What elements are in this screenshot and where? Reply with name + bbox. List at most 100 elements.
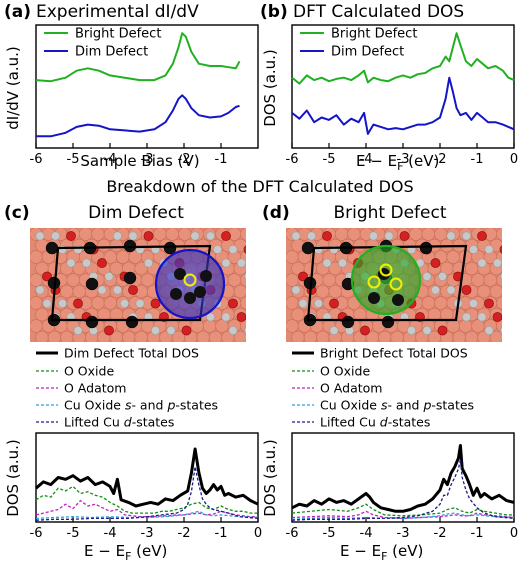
adatom [301, 241, 315, 255]
adatom [341, 315, 355, 329]
panel-a-letter: (a) [4, 2, 31, 22]
grey-atom [477, 258, 487, 268]
plot-d-series-line [291, 503, 514, 517]
cu-atom [246, 285, 259, 298]
o-atom [298, 271, 308, 282]
cu-atom [286, 273, 299, 287]
legend-d: Bright Defect Total DOS O Oxide O Adatom Cu… [292, 346, 474, 430]
cu-atom [246, 308, 259, 321]
grey-atom [306, 231, 316, 241]
cu-atom [496, 296, 502, 310]
grey-atom [166, 325, 176, 335]
cu-atom [477, 284, 491, 299]
grey-atom [384, 231, 394, 241]
cu-atom [246, 239, 259, 252]
grey-atom [66, 258, 76, 268]
o-atom [228, 298, 238, 309]
bright-defect-structure-image [286, 228, 515, 342]
cu-atom [30, 250, 43, 264]
o-atom [150, 298, 161, 309]
grey-atom [313, 245, 323, 255]
cu-atom [190, 319, 204, 333]
dim-defect-highlight [154, 248, 226, 320]
legend-label: Dim Defect Total DOS [64, 346, 199, 361]
plot-c-xtick-label: -3 [141, 526, 154, 541]
adatom [125, 315, 139, 329]
plot-d-xtick-label: 0 [510, 526, 518, 541]
cu-atom [240, 273, 246, 287]
grey-atom [97, 285, 107, 295]
legend-label: O Oxide [64, 364, 114, 379]
plot-b-xlabel: E − EF (eV) [356, 152, 439, 173]
o-atom [492, 312, 502, 322]
grey-atom [313, 298, 323, 308]
adatom [419, 241, 433, 255]
grey-atom [484, 245, 494, 255]
plot-b-series-line [291, 76, 515, 135]
cu-atom [471, 319, 485, 333]
plot-c-series-line [35, 485, 258, 514]
grey-atom [461, 312, 471, 322]
cu-atom [103, 296, 118, 310]
plot-c-xtick-label: -2 [178, 526, 191, 541]
unit-cell [306, 244, 468, 322]
adatom [174, 268, 186, 280]
panel-b-title: DFT Calculated DOS [293, 2, 464, 22]
legend-label: Bright Defect Total DOS [320, 346, 468, 361]
o-atom [243, 245, 246, 254]
legend-label: Cu Oxide s- and p-states [320, 398, 474, 413]
grey-atom [422, 325, 432, 335]
cu-atom [458, 319, 473, 333]
o-atom [499, 245, 502, 254]
o-atom [128, 285, 138, 295]
plot-a-series-line [36, 94, 240, 138]
o-adatom-marker [183, 273, 197, 287]
cu-atom [316, 330, 330, 342]
grey-atom [221, 258, 231, 268]
o-atom [236, 312, 246, 322]
legend-label: Bright Defect [75, 27, 161, 42]
plot-d: -6 -5 -4 -3 -2 -1 0 [286, 432, 518, 541]
section-title: Breakdown of the DFT Calculated DOS [106, 177, 413, 196]
cu-atom [421, 228, 436, 241]
o-atom [42, 271, 52, 282]
plot-d-xlabel: E − EF (eV) [340, 542, 423, 563]
adatom [184, 292, 196, 304]
panel-a-title: Experimental dI/dV [36, 2, 199, 22]
o-atom [399, 231, 410, 241]
plot-b-xtick-label: -3 [397, 152, 410, 167]
cu-atom [109, 261, 124, 276]
grey-atom [244, 326, 246, 335]
cu-atom [378, 330, 392, 342]
grey-atom [322, 258, 332, 268]
grey-atom [437, 271, 447, 281]
o-atom [97, 258, 107, 268]
o-adatom-marker [367, 275, 381, 289]
cu-atom [78, 228, 93, 241]
cu-atom [116, 250, 130, 264]
grey-atom [237, 258, 246, 268]
cu-atom [291, 307, 305, 322]
cu-atom [35, 307, 49, 322]
legend-label: Cu Oxide s- and p-states [64, 398, 218, 413]
cu-atom [390, 330, 404, 342]
cu-atom [246, 262, 259, 275]
adatom [368, 292, 380, 304]
cu-atom [502, 239, 515, 252]
grey-atom [291, 285, 301, 295]
o-atom [329, 298, 339, 309]
panel-d-letter: (d) [262, 203, 290, 223]
o-atom [477, 231, 487, 241]
plot-c-xlabel: E − EF (eV) [84, 542, 167, 563]
grey-atom [206, 312, 216, 322]
plot-a-xtick-label: -6 [30, 152, 43, 167]
o-atom [484, 298, 494, 309]
o-adatom-marker [379, 263, 393, 277]
plot-b-xtick-label: 0 [510, 152, 518, 167]
plot-d-xtick-label: -3 [397, 526, 410, 541]
cu-atom [291, 330, 305, 342]
grey-atom [461, 231, 471, 241]
plot-c-xtick-label: 0 [254, 526, 262, 541]
cu-atom [240, 228, 246, 241]
